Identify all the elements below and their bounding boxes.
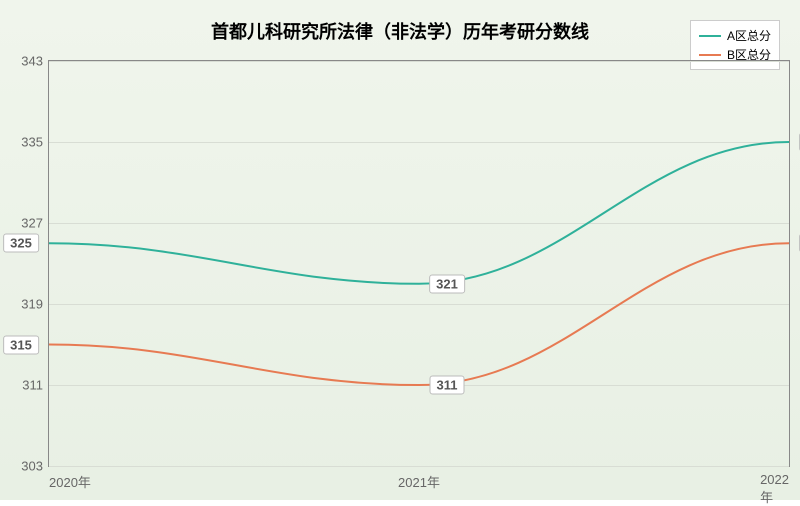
y-tick-label: 311 [22,378,49,393]
y-tick-label: 303 [21,459,49,474]
y-tick-label: 319 [21,297,49,312]
series-line-1 [49,243,789,385]
data-label: 321 [429,274,465,293]
x-tick-label: 2022年 [760,466,789,506]
chart-title: 首都儿科研究所法律（非法学）历年考研分数线 [0,18,800,44]
legend-swatch-a [699,35,721,37]
y-tick-label: 335 [21,135,49,150]
legend-label-a: A区总分 [727,27,771,44]
legend-swatch-b [699,54,721,56]
data-label: 325 [3,234,39,253]
y-tick-label: 343 [21,54,49,69]
chart-container: 首都儿科研究所法律（非法学）历年考研分数线 A区总分 B区总分 30331131… [0,0,800,500]
y-tick-label: 327 [21,216,49,231]
x-tick-label: 2020年 [49,466,91,491]
x-tick-label: 2021年 [398,466,440,491]
data-label: 311 [430,376,465,395]
legend-item-a: A区总分 [699,27,771,44]
series-svg [49,61,789,466]
series-line-0 [49,142,789,284]
data-label: 315 [3,335,39,354]
plot-area: 3033113193273353432020年2021年2022年3253213… [48,60,790,467]
